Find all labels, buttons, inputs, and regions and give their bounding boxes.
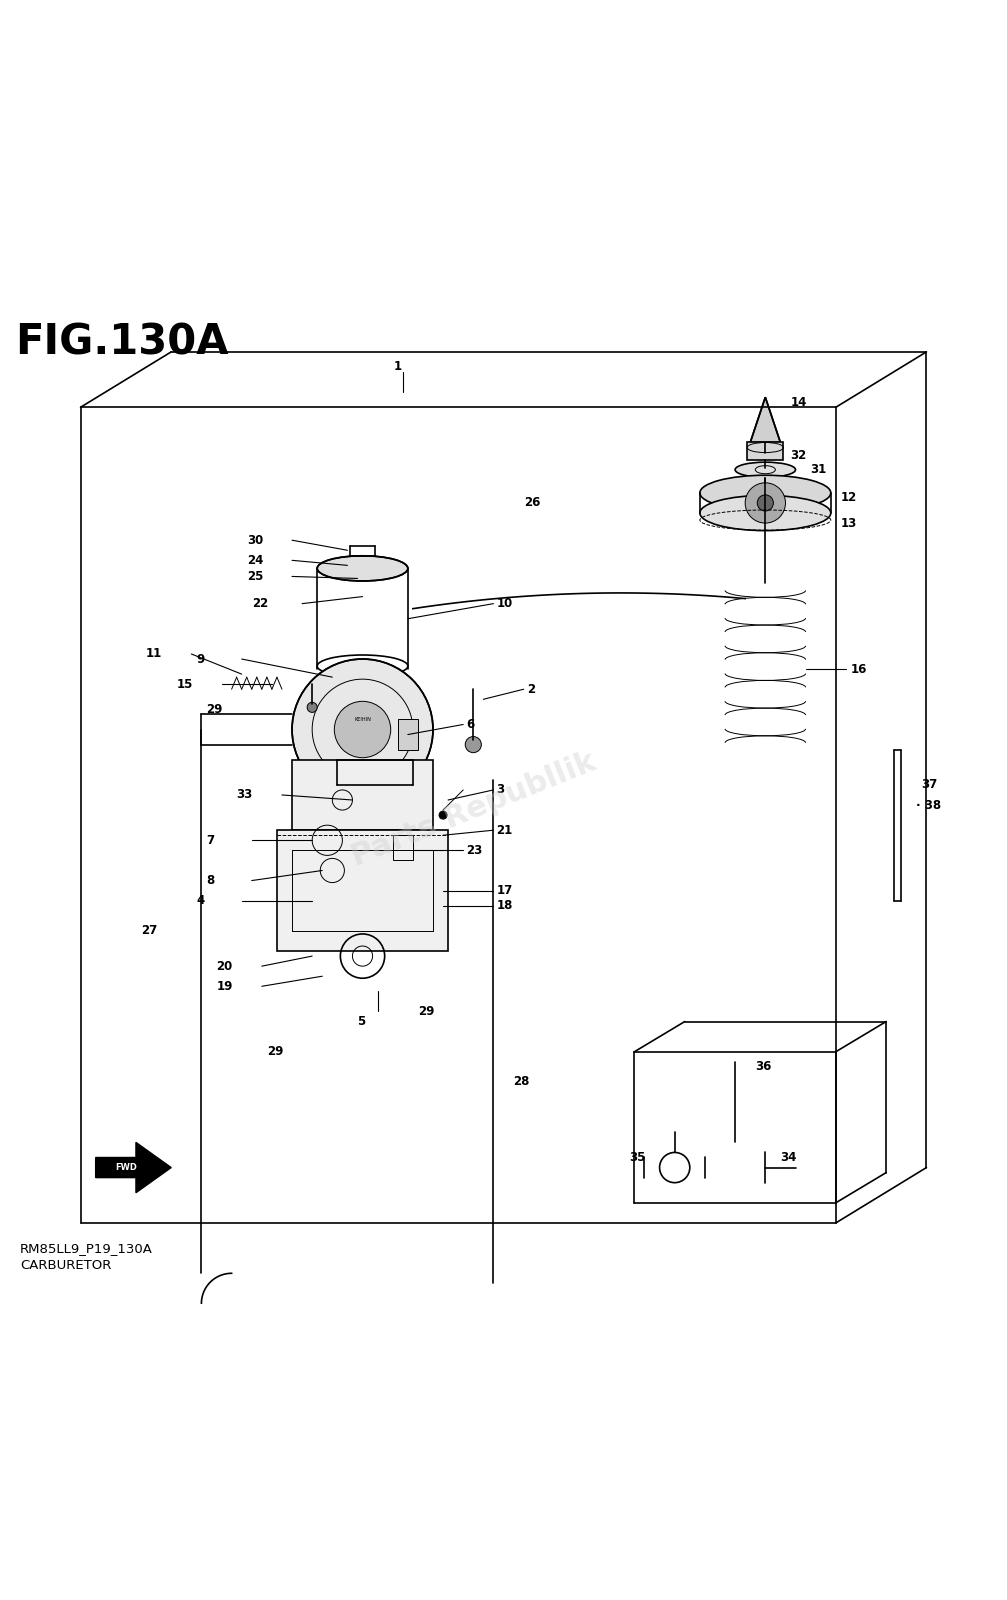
Text: 4: 4 xyxy=(196,894,204,907)
Text: 5: 5 xyxy=(357,1014,366,1029)
Text: 29: 29 xyxy=(267,1045,283,1058)
Text: 29: 29 xyxy=(418,1005,434,1018)
Bar xyxy=(292,760,433,830)
Text: 23: 23 xyxy=(466,843,482,858)
Text: 22: 22 xyxy=(252,597,268,610)
Ellipse shape xyxy=(700,475,831,510)
Text: 37: 37 xyxy=(921,778,938,792)
Text: 2: 2 xyxy=(527,683,535,696)
Bar xyxy=(277,830,448,950)
Polygon shape xyxy=(96,1142,171,1192)
Circle shape xyxy=(757,494,773,510)
Bar xyxy=(393,835,413,861)
Text: RM85LL9_P19_130A: RM85LL9_P19_130A xyxy=(20,1242,153,1254)
Text: 15: 15 xyxy=(176,678,192,691)
Ellipse shape xyxy=(317,555,408,581)
Ellipse shape xyxy=(735,462,796,477)
Text: 36: 36 xyxy=(755,1061,771,1074)
Text: 32: 32 xyxy=(790,450,807,462)
Text: 24: 24 xyxy=(247,554,263,566)
Text: 19: 19 xyxy=(217,979,233,992)
Ellipse shape xyxy=(700,496,831,531)
Circle shape xyxy=(292,659,433,800)
Text: 25: 25 xyxy=(247,570,263,582)
Text: 35: 35 xyxy=(629,1150,645,1163)
Text: FIG.130A: FIG.130A xyxy=(15,322,229,363)
Text: 27: 27 xyxy=(141,925,157,938)
Text: 34: 34 xyxy=(780,1150,797,1163)
Text: 26: 26 xyxy=(524,496,540,509)
Text: 3: 3 xyxy=(496,784,505,797)
Text: 28: 28 xyxy=(514,1075,530,1088)
Circle shape xyxy=(439,811,447,819)
Text: 29: 29 xyxy=(206,702,223,715)
Bar xyxy=(747,442,783,459)
Bar xyxy=(398,720,418,750)
Circle shape xyxy=(307,702,317,712)
Text: 14: 14 xyxy=(790,395,807,408)
Text: 8: 8 xyxy=(206,874,214,886)
Circle shape xyxy=(745,483,785,523)
Text: KEIHIN: KEIHIN xyxy=(354,717,371,722)
Text: 31: 31 xyxy=(811,464,827,477)
Circle shape xyxy=(334,701,391,758)
Text: 9: 9 xyxy=(196,653,204,666)
Text: 33: 33 xyxy=(237,789,253,802)
Text: 17: 17 xyxy=(496,885,513,898)
Text: 18: 18 xyxy=(496,899,513,912)
Text: 7: 7 xyxy=(206,834,214,846)
Text: CARBURETOR: CARBURETOR xyxy=(20,1259,112,1272)
Text: 6: 6 xyxy=(466,718,474,731)
Text: FWD: FWD xyxy=(115,1163,137,1173)
Text: 13: 13 xyxy=(841,517,857,530)
Text: 11: 11 xyxy=(146,648,162,661)
Text: 1: 1 xyxy=(394,360,402,373)
Polygon shape xyxy=(750,397,780,443)
Text: 20: 20 xyxy=(217,960,233,973)
Text: 12: 12 xyxy=(841,491,857,504)
Text: 16: 16 xyxy=(851,662,867,675)
Text: 30: 30 xyxy=(247,534,263,547)
Text: Parts Republlik: Parts Republlik xyxy=(346,747,600,872)
Circle shape xyxy=(465,736,481,752)
Text: 10: 10 xyxy=(496,597,513,610)
Text: 21: 21 xyxy=(496,824,513,837)
Text: · 38: · 38 xyxy=(916,798,942,811)
